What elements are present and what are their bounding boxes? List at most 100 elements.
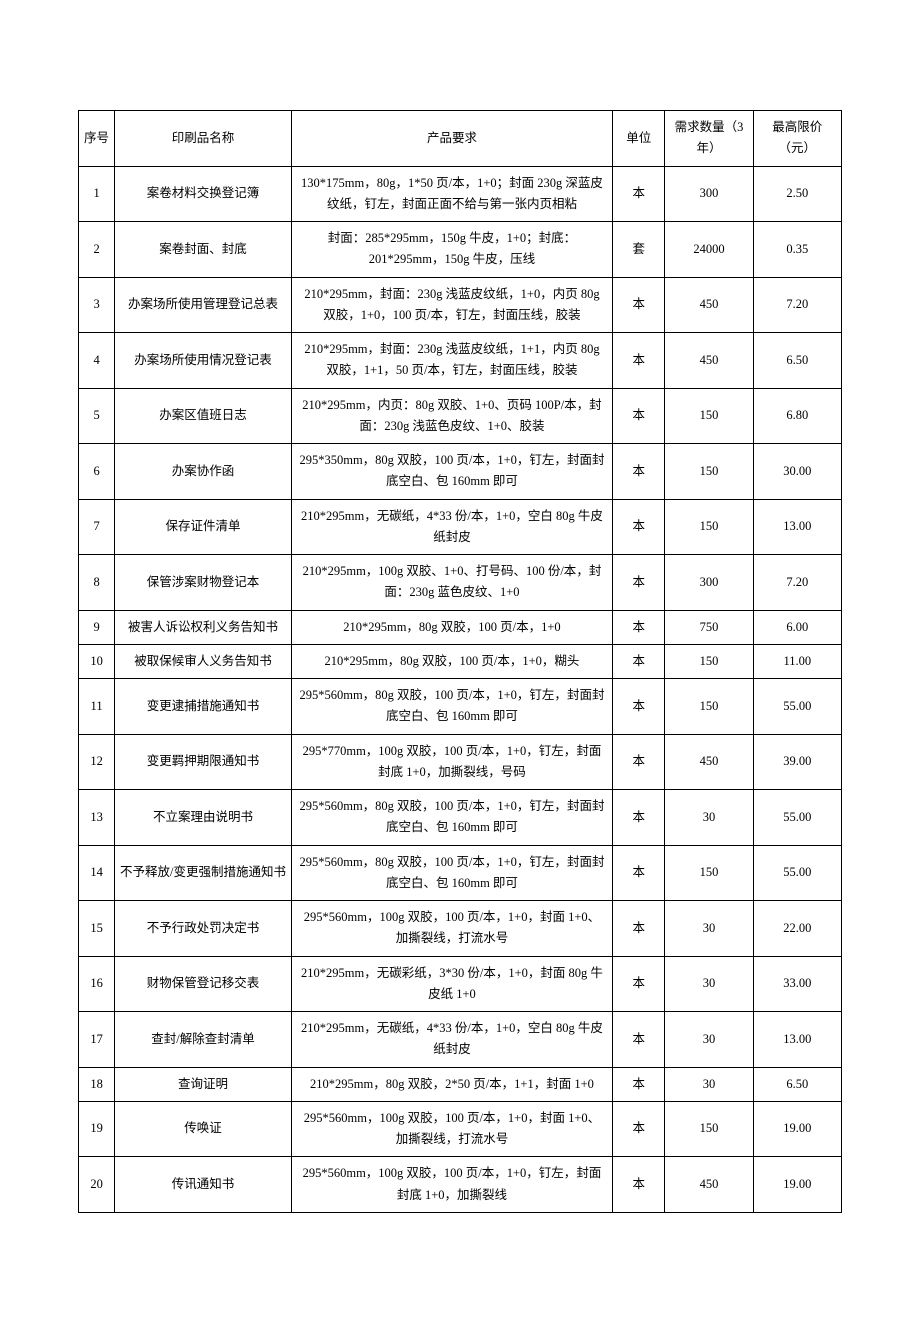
cell-price: 11.00 bbox=[753, 644, 841, 678]
cell-name: 案卷封面、封底 bbox=[115, 222, 292, 278]
table-row: 3办案场所使用管理登记总表210*295mm，封面：230g 浅蓝皮纹纸，1+0… bbox=[79, 277, 842, 333]
cell-seq: 14 bbox=[79, 845, 115, 901]
document-page: 序号 印刷品名称 产品要求 单位 需求数量（3 年） 最高限价（元） 1案卷材料… bbox=[0, 0, 920, 1323]
cell-name: 保管涉案财物登记本 bbox=[115, 555, 292, 611]
cell-req: 210*295mm，封面：230g 浅蓝皮纹纸，1+0，内页 80g 双胶，1+… bbox=[291, 277, 612, 333]
table-row: 19传唤证295*560mm，100g 双胶，100 页/本，1+0，封面 1+… bbox=[79, 1101, 842, 1157]
cell-unit: 本 bbox=[613, 333, 665, 389]
cell-price: 39.00 bbox=[753, 734, 841, 790]
cell-unit: 本 bbox=[613, 679, 665, 735]
cell-name: 办案场所使用情况登记表 bbox=[115, 333, 292, 389]
cell-seq: 1 bbox=[79, 166, 115, 222]
cell-unit: 本 bbox=[613, 644, 665, 678]
cell-unit: 本 bbox=[613, 956, 665, 1012]
cell-qty: 750 bbox=[665, 610, 753, 644]
cell-unit: 本 bbox=[613, 790, 665, 846]
cell-qty: 150 bbox=[665, 444, 753, 500]
cell-qty: 150 bbox=[665, 1101, 753, 1157]
table-row: 18查询证明210*295mm，80g 双胶，2*50 页/本，1+1，封面 1… bbox=[79, 1067, 842, 1101]
cell-qty: 450 bbox=[665, 333, 753, 389]
table-row: 8保管涉案财物登记本210*295mm，100g 双胶、1+0、打号码、100 … bbox=[79, 555, 842, 611]
cell-unit: 本 bbox=[613, 845, 665, 901]
cell-unit: 本 bbox=[613, 1157, 665, 1213]
cell-req: 210*295mm，无碳纸，4*33 份/本，1+0，空白 80g 牛皮纸封皮 bbox=[291, 1012, 612, 1068]
cell-name: 传讯通知书 bbox=[115, 1157, 292, 1213]
table-row: 6办案协作函295*350mm，80g 双胶，100 页/本，1+0，钉左，封面… bbox=[79, 444, 842, 500]
cell-name: 办案协作函 bbox=[115, 444, 292, 500]
cell-req: 210*295mm，封面：230g 浅蓝皮纹纸，1+1，内页 80g 双胶，1+… bbox=[291, 333, 612, 389]
cell-price: 33.00 bbox=[753, 956, 841, 1012]
cell-qty: 150 bbox=[665, 644, 753, 678]
table-row: 17查封/解除查封清单210*295mm，无碳纸，4*33 份/本，1+0，空白… bbox=[79, 1012, 842, 1068]
cell-qty: 30 bbox=[665, 956, 753, 1012]
cell-price: 19.00 bbox=[753, 1157, 841, 1213]
cell-seq: 11 bbox=[79, 679, 115, 735]
cell-unit: 本 bbox=[613, 555, 665, 611]
cell-qty: 450 bbox=[665, 277, 753, 333]
cell-qty: 30 bbox=[665, 1012, 753, 1068]
cell-req: 130*175mm，80g，1*50 页/本，1+0；封面 230g 深蓝皮纹纸… bbox=[291, 166, 612, 222]
cell-name: 不予释放/变更强制措施通知书 bbox=[115, 845, 292, 901]
cell-unit: 本 bbox=[613, 901, 665, 957]
cell-req: 210*295mm，80g 双胶，100 页/本，1+0 bbox=[291, 610, 612, 644]
cell-seq: 10 bbox=[79, 644, 115, 678]
cell-req: 封面：285*295mm，150g 牛皮，1+0；封底：201*295mm，15… bbox=[291, 222, 612, 278]
cell-price: 13.00 bbox=[753, 499, 841, 555]
table-row: 14不予释放/变更强制措施通知书295*560mm，80g 双胶，100 页/本… bbox=[79, 845, 842, 901]
cell-name: 变更羁押期限通知书 bbox=[115, 734, 292, 790]
cell-req: 210*295mm，80g 双胶，2*50 页/本，1+1，封面 1+0 bbox=[291, 1067, 612, 1101]
col-header-price: 最高限价（元） bbox=[753, 111, 841, 167]
cell-unit: 本 bbox=[613, 388, 665, 444]
cell-seq: 16 bbox=[79, 956, 115, 1012]
table-header: 序号 印刷品名称 产品要求 单位 需求数量（3 年） 最高限价（元） bbox=[79, 111, 842, 167]
cell-unit: 本 bbox=[613, 1067, 665, 1101]
cell-name: 财物保管登记移交表 bbox=[115, 956, 292, 1012]
cell-unit: 本 bbox=[613, 1012, 665, 1068]
cell-name: 不立案理由说明书 bbox=[115, 790, 292, 846]
cell-unit: 本 bbox=[613, 444, 665, 500]
cell-name: 保存证件清单 bbox=[115, 499, 292, 555]
cell-req: 295*350mm，80g 双胶，100 页/本，1+0，钉左，封面封底空白、包… bbox=[291, 444, 612, 500]
print-items-table: 序号 印刷品名称 产品要求 单位 需求数量（3 年） 最高限价（元） 1案卷材料… bbox=[78, 110, 842, 1213]
cell-req: 295*560mm，80g 双胶，100 页/本，1+0，钉左，封面封底空白、包… bbox=[291, 845, 612, 901]
cell-name: 被取保候审人义务告知书 bbox=[115, 644, 292, 678]
col-header-seq: 序号 bbox=[79, 111, 115, 167]
table-row: 13不立案理由说明书295*560mm，80g 双胶，100 页/本，1+0，钉… bbox=[79, 790, 842, 846]
cell-qty: 150 bbox=[665, 499, 753, 555]
cell-qty: 150 bbox=[665, 845, 753, 901]
table-row: 16财物保管登记移交表210*295mm，无碳彩纸，3*30 份/本，1+0，封… bbox=[79, 956, 842, 1012]
cell-price: 6.50 bbox=[753, 1067, 841, 1101]
cell-req: 295*560mm，80g 双胶，100 页/本，1+0，钉左，封面封底空白、包… bbox=[291, 679, 612, 735]
cell-qty: 450 bbox=[665, 734, 753, 790]
cell-seq: 7 bbox=[79, 499, 115, 555]
table-row: 15不予行政处罚决定书295*560mm，100g 双胶，100 页/本，1+0… bbox=[79, 901, 842, 957]
cell-seq: 5 bbox=[79, 388, 115, 444]
cell-qty: 450 bbox=[665, 1157, 753, 1213]
cell-name: 查封/解除查封清单 bbox=[115, 1012, 292, 1068]
cell-seq: 15 bbox=[79, 901, 115, 957]
cell-seq: 4 bbox=[79, 333, 115, 389]
cell-qty: 24000 bbox=[665, 222, 753, 278]
cell-req: 210*295mm，80g 双胶，100 页/本，1+0，糊头 bbox=[291, 644, 612, 678]
cell-unit: 本 bbox=[613, 734, 665, 790]
cell-name: 查询证明 bbox=[115, 1067, 292, 1101]
cell-req: 210*295mm，无碳彩纸，3*30 份/本，1+0，封面 80g 牛皮纸 1… bbox=[291, 956, 612, 1012]
cell-unit: 本 bbox=[613, 1101, 665, 1157]
cell-price: 0.35 bbox=[753, 222, 841, 278]
cell-qty: 150 bbox=[665, 679, 753, 735]
cell-qty: 300 bbox=[665, 555, 753, 611]
cell-req: 210*295mm，100g 双胶、1+0、打号码、100 份/本，封面：230… bbox=[291, 555, 612, 611]
cell-req: 295*560mm，100g 双胶，100 页/本，1+0，封面 1+0、加撕裂… bbox=[291, 901, 612, 957]
cell-qty: 30 bbox=[665, 1067, 753, 1101]
cell-qty: 150 bbox=[665, 388, 753, 444]
cell-price: 19.00 bbox=[753, 1101, 841, 1157]
cell-price: 55.00 bbox=[753, 845, 841, 901]
cell-price: 7.20 bbox=[753, 555, 841, 611]
cell-qty: 30 bbox=[665, 790, 753, 846]
col-header-qty: 需求数量（3 年） bbox=[665, 111, 753, 167]
cell-price: 22.00 bbox=[753, 901, 841, 957]
table-row: 10被取保候审人义务告知书210*295mm，80g 双胶，100 页/本，1+… bbox=[79, 644, 842, 678]
cell-seq: 13 bbox=[79, 790, 115, 846]
cell-name: 办案区值班日志 bbox=[115, 388, 292, 444]
col-header-req: 产品要求 bbox=[291, 111, 612, 167]
